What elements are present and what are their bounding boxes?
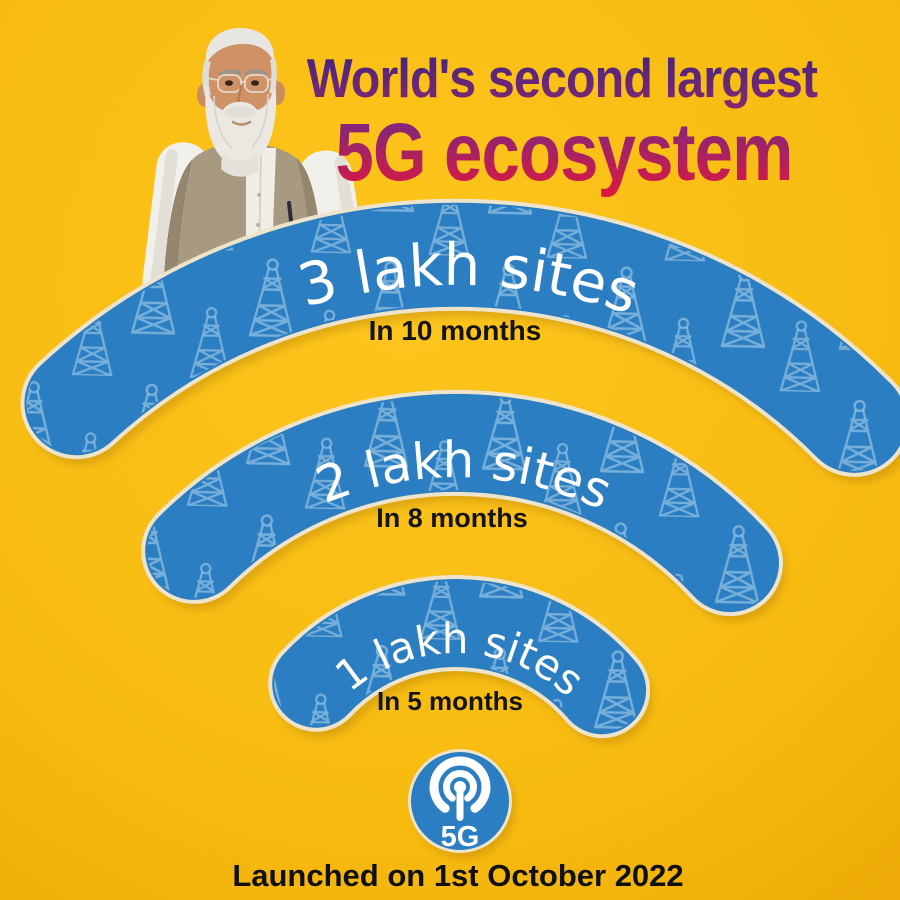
footer-launch-text: Launched on 1st October 2022 (232, 858, 683, 893)
title-line2: 5G ecosystem (335, 106, 792, 198)
5g-broadcast-icon (429, 756, 491, 813)
duration-10-months: In 10 months (369, 315, 542, 346)
glasses (205, 74, 278, 93)
hair (205, 28, 275, 64)
5g-badge: 5G (408, 749, 515, 858)
duration-8-months: In 8 months (376, 503, 528, 533)
title-line1: World's second largest (307, 47, 818, 109)
badge-label: 5G (441, 821, 480, 853)
duration-5-months: In 5 months (377, 686, 523, 716)
wifi-arcs: 3 lakh sites 2 lakh sites 1 lakh sites (70, 222, 864, 712)
mustache (225, 106, 255, 118)
